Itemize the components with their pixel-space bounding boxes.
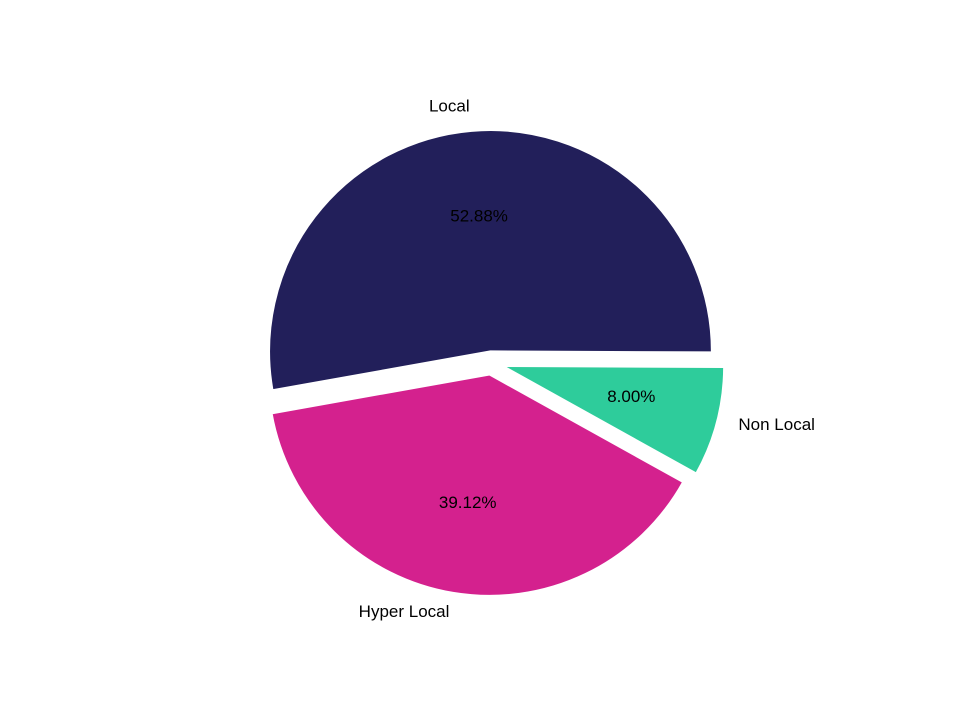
- svg-text:52.88%: 52.88%: [450, 207, 508, 226]
- svg-text:Non Local: Non Local: [738, 415, 815, 434]
- svg-text:Hyper Local: Hyper Local: [359, 602, 450, 621]
- svg-text:39.12%: 39.12%: [439, 493, 497, 512]
- svg-text:Local: Local: [429, 96, 470, 115]
- svg-text:8.00%: 8.00%: [607, 387, 655, 406]
